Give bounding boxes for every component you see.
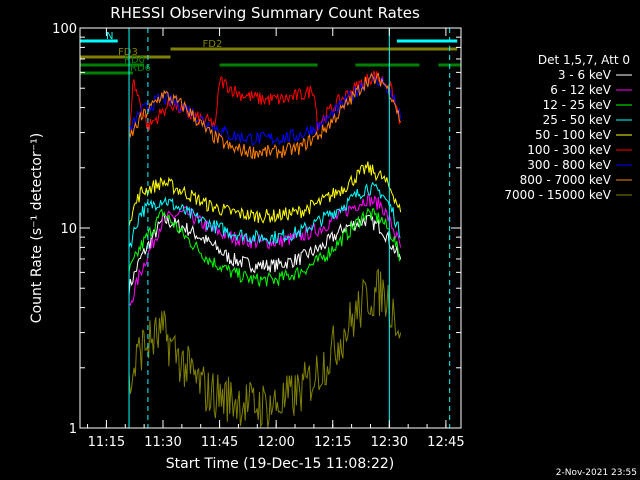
y-axis-label: Count Rate (s⁻¹ detector⁻¹) [29, 133, 45, 323]
series-800-7000-kev [128, 72, 401, 160]
legend-entry-label-6: 300 - 800 keV [527, 158, 611, 172]
flag-label-fd3: FD3 [118, 47, 138, 58]
series-25-50-kev [128, 181, 401, 249]
flag-label-rd6: RD6 [130, 63, 151, 74]
time-markers [128, 28, 451, 428]
chart-title: RHESSI Observing Summary Count Rates [110, 4, 420, 22]
axes: 11:15 11:30 11:45 12:00 12:15 12:30 12:45 1 10 10… [52, 22, 464, 450]
legend-entry-label-8: 7000 - 15000 keV [504, 188, 611, 202]
x-tick-label-6: 12:45 [427, 435, 464, 450]
legend-header: Det 1,5,7, Att 0 [538, 53, 630, 67]
footer-timestamp: 2-Nov-2021 23:55 [556, 468, 637, 478]
series-100-300-kev [128, 70, 402, 148]
legend-entry-label-0: 3 - 6 keV [558, 68, 612, 82]
legend-entry-label-3: 25 - 50 keV [543, 113, 612, 127]
y-tick-label-2: 100 [52, 22, 77, 37]
plot-frame [79, 27, 462, 429]
flag-label-rd0: RD0 [124, 55, 145, 66]
series-300-800-kev [128, 74, 402, 146]
flag-label-fd2: FD2 [203, 39, 223, 50]
x-tick-label-4: 12:15 [314, 435, 351, 450]
x-tick-label-0: 11:15 [88, 435, 125, 450]
x-tick-label-1: 11:30 [144, 435, 181, 450]
series-3-6-kev [128, 213, 402, 296]
flag-label-n: N [106, 31, 113, 42]
y-tick-label-0: 1 [69, 422, 77, 437]
y-tick-label-1: 10 [60, 222, 77, 237]
x-tick-label-2: 11:45 [201, 435, 238, 450]
series-50-100-kev [128, 161, 402, 227]
x-tick-label-3: 12:00 [257, 435, 294, 450]
legend-entry-label-4: 50 - 100 keV [535, 128, 612, 142]
legend-entry-label-5: 100 - 300 keV [527, 143, 611, 157]
legend-entry-label-1: 6 - 12 keV [550, 83, 612, 97]
legend-entry-label-2: 12 - 25 keV [543, 98, 612, 112]
series-12-25-kev [128, 207, 401, 287]
legend-entry-label-7: 800 - 7000 keV [520, 173, 612, 187]
series-7000-15000-kev [128, 268, 402, 429]
x-axis-label: Start Time (19-Dec-15 11:08:22) [166, 456, 394, 472]
x-tick-label-5: 12:30 [371, 435, 408, 450]
series-6-12-kev [128, 194, 402, 307]
series-group [128, 70, 402, 429]
